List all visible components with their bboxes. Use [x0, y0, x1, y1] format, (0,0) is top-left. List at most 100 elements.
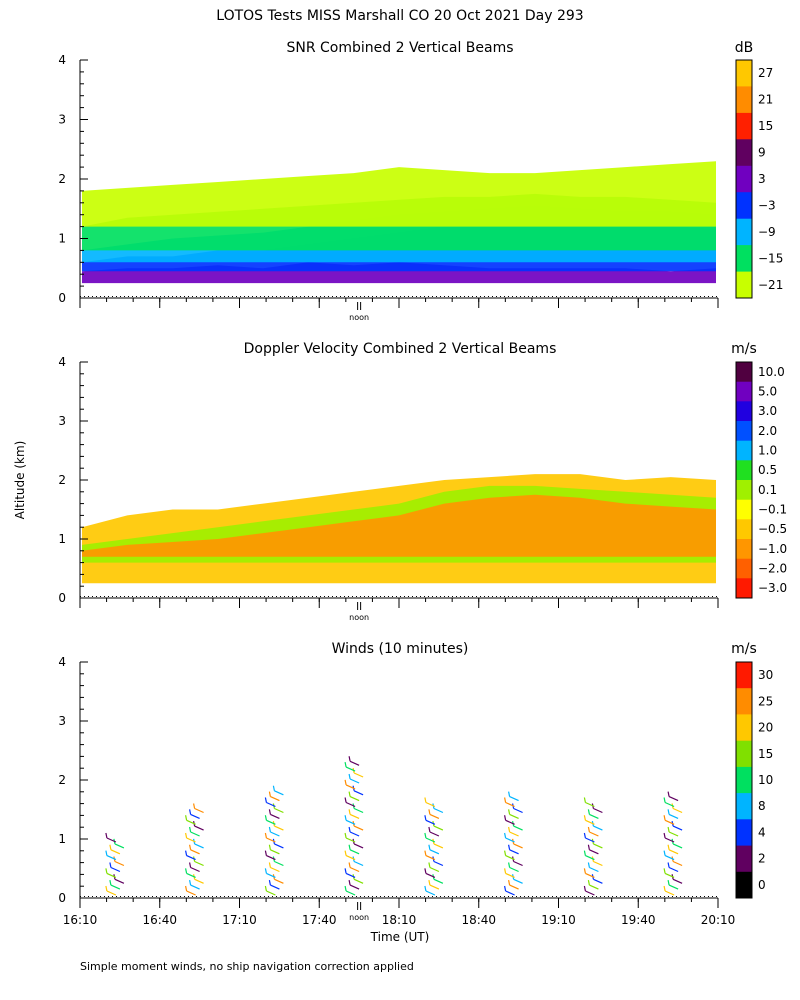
- wind-barb: [505, 801, 515, 808]
- colorbar-label: 0.5: [758, 463, 777, 477]
- colorbar-swatch: [736, 165, 752, 193]
- colorbar-swatch: [736, 381, 752, 402]
- wind-barb-flag: [268, 791, 271, 797]
- wind-barb: [353, 790, 364, 796]
- colorbar-swatch: [736, 662, 752, 689]
- wind-barb-flag: [185, 850, 188, 856]
- wind-barb: [186, 837, 196, 843]
- y-tick-label: 4: [58, 655, 66, 669]
- y-tick-label: 0: [58, 891, 66, 905]
- wind-barb: [664, 855, 675, 861]
- y-tick-label: 3: [58, 113, 66, 127]
- wind-barb-flag: [424, 868, 427, 874]
- wind-barb-flag: [667, 862, 670, 868]
- colorbar-label: −0.1: [758, 503, 787, 517]
- wind-barb-flag: [109, 879, 112, 886]
- panel-winds: Winds (10 minutes) 0 1 2 3 4 noon 16:10 16:40 17…: [58, 641, 773, 927]
- wind-barb-flag: [348, 844, 351, 850]
- wind-barb-flag: [508, 809, 511, 815]
- wind-barb-flag: [508, 826, 511, 833]
- x-tick-label: 16:10: [63, 913, 98, 927]
- colorbar-swatch: [736, 793, 752, 820]
- noon-label: noon: [349, 913, 369, 922]
- wind-barb: [349, 778, 360, 784]
- wind-barb: [509, 796, 519, 802]
- wind-barb-flag: [344, 815, 347, 821]
- wind-barb: [194, 807, 204, 814]
- wind-barb: [349, 884, 360, 890]
- wind-barb-flag: [109, 862, 112, 868]
- y-tick-label: 0: [58, 591, 66, 605]
- wind-barb: [593, 860, 603, 867]
- wind-barb-flag: [344, 761, 347, 768]
- wind-barb: [266, 872, 276, 878]
- wind-barb-flag: [348, 862, 351, 868]
- wind-barb: [345, 801, 356, 808]
- wind-barb-flag: [264, 885, 267, 892]
- wind-barb: [110, 884, 121, 890]
- colorbar-label: 10: [758, 773, 773, 787]
- wind-barb-flag: [583, 832, 586, 839]
- wind-barb: [270, 796, 280, 802]
- wind-barb-flag: [424, 797, 427, 803]
- colorbar-swatch: [736, 519, 752, 540]
- wind-barb: [274, 807, 284, 814]
- colorbar-label: 10.0: [758, 365, 785, 379]
- wind-barb: [672, 878, 683, 884]
- wind-barb-flag: [583, 797, 586, 803]
- wind-barb-flag: [583, 815, 586, 821]
- colorbar-swatch: [736, 558, 752, 579]
- wind-barb: [274, 843, 284, 849]
- colorbar-label: 8: [758, 799, 766, 813]
- wind-barb: [585, 872, 595, 878]
- wind-barb: [274, 825, 284, 831]
- wind-barb: [353, 843, 364, 849]
- wind-barb: [270, 849, 280, 855]
- wind-barb: [585, 890, 595, 896]
- wind-barb: [664, 801, 675, 808]
- wind-barb-flag: [504, 885, 507, 892]
- wind-barb: [513, 807, 523, 814]
- wind-barb: [266, 855, 276, 861]
- wind-barb: [353, 807, 364, 814]
- wind-barb: [349, 849, 360, 855]
- wind-barb-flag: [587, 826, 590, 833]
- y-tick-label: 1: [58, 232, 66, 246]
- figure-title: LOTOS Tests MISS Marshall CO 20 Oct 2021…: [216, 8, 583, 24]
- wind-barb-flag: [344, 885, 347, 892]
- wind-barb-flag: [264, 797, 267, 803]
- wind-barb: [266, 837, 276, 843]
- panel-snr-colorbar-unit: dB: [735, 40, 754, 56]
- wind-barb-flag: [272, 785, 275, 791]
- x-axis-label: Time (UT): [370, 930, 430, 944]
- wind-barb: [433, 860, 444, 867]
- wind-barb: [429, 831, 440, 837]
- wind-barb-flag: [185, 815, 188, 821]
- wind-barb: [425, 801, 436, 808]
- wind-barb-flag: [105, 885, 108, 892]
- wind-barb: [589, 849, 599, 855]
- wind-barb: [668, 796, 679, 802]
- wind-barb: [270, 813, 280, 819]
- colorbar-label: 21: [758, 93, 773, 107]
- wind-barb: [266, 801, 276, 808]
- wind-barb: [194, 843, 204, 849]
- wind-barb: [106, 837, 117, 843]
- wind-barb: [345, 855, 356, 861]
- wind-barb: [593, 878, 603, 884]
- panel-doppler-colorbar-unit: m/s: [731, 341, 757, 357]
- colorbar-swatch: [736, 539, 752, 560]
- wind-barb: [186, 819, 196, 825]
- colorbar-swatch: [736, 421, 752, 442]
- wind-barb-flag: [504, 868, 507, 874]
- panel-winds-plot: 0 1 2 3 4 noon 16:10 16:40 17:10 17:40 18:10 18:40 1…: [58, 655, 735, 927]
- wind-barb-flag: [508, 791, 511, 797]
- panel-snr-title: SNR Combined 2 Vertical Beams: [286, 40, 513, 56]
- wind-barb: [349, 866, 360, 873]
- wind-barb-flag: [587, 809, 590, 815]
- wind-barb-flag: [268, 844, 271, 850]
- wind-barb: [433, 843, 444, 849]
- wind-barb: [106, 890, 117, 896]
- wind-barb-flag: [344, 832, 347, 839]
